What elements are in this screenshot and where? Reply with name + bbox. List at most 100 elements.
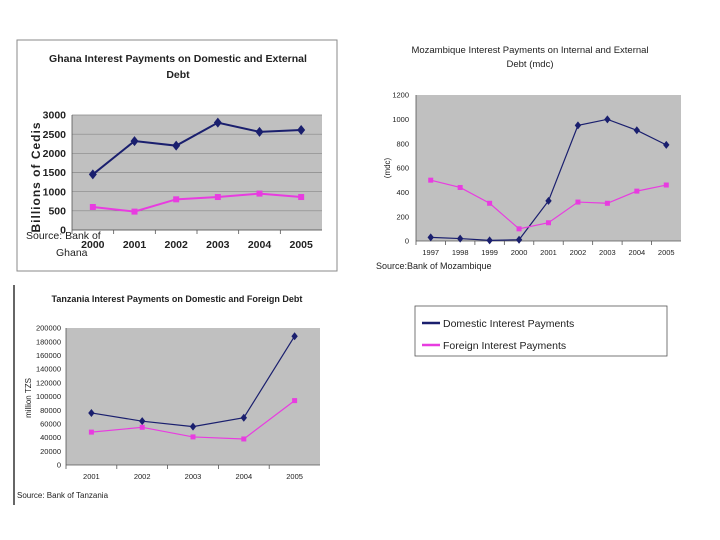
legend-foreign-label: Foreign Interest Payments xyxy=(443,340,566,352)
ghana-domestic-point xyxy=(130,136,139,147)
ghana-source-line-2: Ghana xyxy=(56,247,88,259)
tanzania-domestic-point xyxy=(139,417,146,426)
mozambique-title-line-2: Debt (mdc) xyxy=(507,59,554,70)
ghana-domestic-line xyxy=(92,121,302,176)
tanzania-foreign-point xyxy=(139,424,145,430)
mozambique-domestic-point xyxy=(486,236,493,245)
mozambique-y-tick-label: 600 xyxy=(396,164,409,173)
ghana-ticks: 0 500 1000 1500 2000 2500 3000 2000 2001 2002 2003… xyxy=(43,110,313,251)
tanzania-y-tick-label: 140000 xyxy=(36,365,61,374)
ghana-title-line-1: Ghana Interest Payments on Domestic and … xyxy=(49,53,307,65)
tanzania-x-tick-label: 2001 xyxy=(83,472,100,481)
mozambique-x-tick-label: 1998 xyxy=(452,248,469,257)
ghana-domestic-point xyxy=(172,140,181,151)
ghana-foreign-point xyxy=(256,190,263,197)
mozambique-x-tick-label: 2003 xyxy=(599,248,616,257)
tanzania-x-tick-label: 2002 xyxy=(134,472,151,481)
ghana-title-line-2: Debt xyxy=(166,69,190,81)
tanzania-y-tick-label: 20000 xyxy=(40,447,61,456)
ghana-foreign-line xyxy=(92,192,302,213)
tanzania-y-tick-label: 60000 xyxy=(40,420,61,429)
tanzania-series xyxy=(88,332,298,442)
mozambique-x-tick-label: 2002 xyxy=(570,248,587,257)
tanzania-domestic-point xyxy=(291,332,298,341)
mozambique-ticks: 0 200 400 600 800 1000 1200 1997 1998 1999 2000 200… xyxy=(392,91,674,257)
mozambique-series xyxy=(427,115,670,245)
ghana-source-line-1: Source: Bank of xyxy=(26,230,101,242)
tanzania-x-tick-label: 2004 xyxy=(235,472,252,481)
mozambique-foreign-point xyxy=(634,188,640,194)
ghana-foreign-point xyxy=(214,194,221,201)
tanzania-foreign-point xyxy=(292,398,298,404)
tanzania-x-tick-label: 2005 xyxy=(286,472,303,481)
ghana-x-tick-label: 2003 xyxy=(206,239,230,251)
ghana-domestic-point xyxy=(213,117,222,128)
mozambique-x-tick-label: 2000 xyxy=(511,248,528,257)
mozambique-foreign-point xyxy=(428,177,434,183)
tanzania-plot-area xyxy=(66,328,320,465)
tanzania-foreign-point xyxy=(88,429,94,435)
mozambique-y-tick-label: 800 xyxy=(396,139,409,148)
ghana-y-axis-label: Billions of Cedis xyxy=(29,121,43,232)
ghana-x-tick-label: 2001 xyxy=(123,239,147,251)
ghana-foreign-point xyxy=(298,194,305,201)
mozambique-x-tick-label: 1999 xyxy=(481,248,498,257)
tanzania-y-tick-label: 200000 xyxy=(36,324,61,333)
ghana-foreign-point xyxy=(131,208,138,215)
mozambique-domestic-point xyxy=(427,233,434,242)
tanzania-y-tick-label: 100000 xyxy=(36,392,61,401)
mozambique-domestic-point xyxy=(574,121,582,130)
mozambique-domestic-point xyxy=(633,126,641,135)
mozambique-foreign-point xyxy=(516,226,522,232)
mozambique-x-tick-label: 2005 xyxy=(658,248,675,257)
ghana-x-tick-label: 2000 xyxy=(81,239,105,251)
mozambique-y-tick-label: 1000 xyxy=(392,115,409,124)
ghana-series xyxy=(88,117,306,215)
mozambique-foreign-point xyxy=(546,220,551,226)
ghana-y-tick-label: 1000 xyxy=(43,186,67,198)
tanzania-y-tick-label: 180000 xyxy=(36,337,61,346)
mozambique-y-axis-label: (mdc) xyxy=(383,157,392,178)
ghana-y-tick-label: 0 xyxy=(60,225,66,237)
legend-box xyxy=(414,305,668,357)
mozambique-x-tick-label: 1997 xyxy=(422,248,439,257)
ghana-domestic-point xyxy=(88,169,97,180)
mozambique-y-tick-label: 400 xyxy=(396,188,409,197)
mozambique-domestic-point xyxy=(515,235,523,244)
tanzania-domestic-point xyxy=(240,413,247,422)
mozambique-domestic-point xyxy=(663,140,670,149)
mozambique-source: Source:Bank of Mozambique xyxy=(376,261,492,271)
tanzania-foreign-point xyxy=(241,436,247,442)
ghana-foreign-point xyxy=(89,204,96,210)
mozambique-domestic-point xyxy=(456,234,464,243)
tanzania-foreign-point xyxy=(190,434,196,440)
tanzania-gridlines xyxy=(65,328,320,466)
ghana-foreign-point xyxy=(173,196,180,203)
tanzania-ticks: 0 20000 40000 60000 80000 100000 120000 140000 1… xyxy=(36,324,303,481)
tanzania-domestic-point xyxy=(189,422,197,431)
mozambique-domestic-point xyxy=(545,196,552,205)
mozambique-y-tick-label: 0 xyxy=(405,237,409,246)
mozambique-plot-area xyxy=(416,95,681,241)
mozambique-foreign-point xyxy=(604,200,610,206)
ghana-domestic-point xyxy=(297,124,306,135)
mozambique-x-tick-label: 2001 xyxy=(540,248,557,257)
tanzania-y-tick-label: 40000 xyxy=(40,433,61,442)
ghana-x-tick-label: 2004 xyxy=(248,239,272,251)
ghana-y-tick-label: 3000 xyxy=(43,110,67,122)
ghana-x-tick-label: 2002 xyxy=(164,239,188,251)
mozambique-x-tick-label: 2004 xyxy=(628,248,645,257)
mozambique-foreign-point xyxy=(663,182,669,188)
tanzania-x-tick-label: 2003 xyxy=(185,472,202,481)
mozambique-foreign-point xyxy=(487,200,493,206)
tanzania-y-tick-label: 120000 xyxy=(36,378,61,387)
tanzania-y-tick-label: 80000 xyxy=(40,406,61,415)
mozambique-foreign-point xyxy=(575,199,581,205)
ghana-domestic-point xyxy=(255,126,264,137)
ghana-y-tick-label: 2000 xyxy=(43,148,67,160)
ghana-y-tick-label: 1500 xyxy=(43,167,67,179)
tanzania-y-tick-label: 0 xyxy=(57,461,61,470)
tanzania-domestic-point xyxy=(88,408,95,417)
mozambique-domestic-point xyxy=(604,115,611,124)
